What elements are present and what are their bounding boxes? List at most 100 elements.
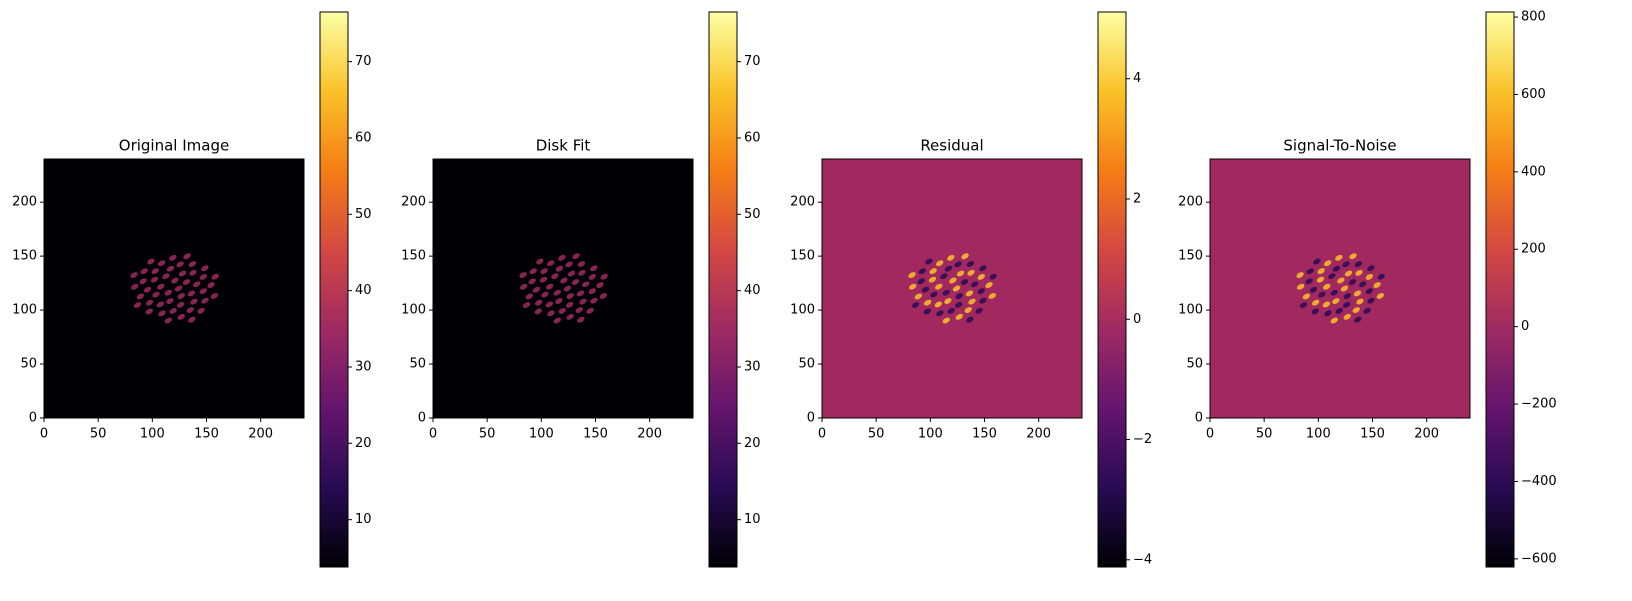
y-tick-label: 0 <box>29 411 37 426</box>
speckle <box>1309 286 1318 293</box>
colorbar-tick-label: 40 <box>744 283 761 298</box>
speckle <box>152 291 160 298</box>
speckle <box>176 301 185 308</box>
speckle <box>576 290 585 297</box>
y-tick-label: 200 <box>790 195 815 210</box>
speckle <box>536 258 544 265</box>
speckle <box>956 270 965 277</box>
speckle <box>166 298 174 304</box>
speckle <box>942 289 950 296</box>
speckle <box>157 260 166 267</box>
colorbar-tick-label: 70 <box>744 54 761 69</box>
y-tick-label: 200 <box>12 195 37 210</box>
speckle <box>955 293 963 299</box>
axes-frame <box>1209 158 1471 419</box>
speckle <box>1367 297 1375 304</box>
speckle <box>935 260 944 267</box>
y-tick-label: 0 <box>1195 411 1203 426</box>
x-tick-label: 100 <box>529 427 554 442</box>
speckle <box>1373 282 1381 289</box>
speckle <box>1335 254 1343 261</box>
speckle <box>971 281 979 288</box>
speckle <box>169 254 177 261</box>
speckle <box>985 282 993 289</box>
speckle <box>555 298 563 304</box>
speckle <box>942 317 950 324</box>
speckle <box>522 302 531 308</box>
y-tick-label: 0 <box>807 411 815 426</box>
colorbar-tick-label: −600 <box>1521 551 1557 566</box>
speckle <box>911 302 920 308</box>
colorbar <box>1486 12 1514 567</box>
speckle <box>955 313 963 320</box>
colorbar-tick-label: 60 <box>355 130 372 145</box>
speckle <box>961 253 969 260</box>
speckle <box>188 316 196 323</box>
colorbar-tick-label: 20 <box>355 436 372 451</box>
x-tick-label: 100 <box>1306 427 1331 442</box>
speckle <box>1354 261 1363 268</box>
speckle <box>1367 265 1375 272</box>
y-tick-label: 200 <box>401 195 426 210</box>
colorbar-tick-label: 0 <box>1521 319 1529 334</box>
speckle <box>977 273 986 280</box>
speckle <box>918 268 926 275</box>
speckle <box>1365 288 1373 295</box>
speckle <box>1311 308 1319 315</box>
y-tick-label: 50 <box>20 357 37 372</box>
x-tick-label: 200 <box>1026 427 1051 442</box>
speckle <box>558 307 566 314</box>
speckle <box>600 273 608 280</box>
colorbar-tick-label: 50 <box>744 207 761 222</box>
speckle <box>147 258 155 265</box>
speckle <box>1337 277 1345 284</box>
speckle <box>1354 316 1362 323</box>
speckle <box>1356 298 1364 305</box>
speckle <box>930 291 938 298</box>
axes-title: Disk Fit <box>536 137 591 155</box>
speckle <box>177 293 185 299</box>
x-tick-label: 150 <box>583 427 608 442</box>
speckle <box>579 298 587 305</box>
colorbar-tick-label: 70 <box>355 54 372 69</box>
speckle <box>199 288 207 295</box>
speckle <box>210 293 219 299</box>
speckle <box>588 288 596 295</box>
x-tick-label: 200 <box>1414 427 1439 442</box>
colorbar <box>1098 12 1126 567</box>
speckle <box>582 281 590 288</box>
speckle <box>1365 273 1374 280</box>
speckle <box>590 297 598 304</box>
y-tick-label: 150 <box>401 249 426 264</box>
speckle <box>979 297 987 304</box>
speckle <box>566 293 574 299</box>
speckle <box>934 301 943 308</box>
colorbar-tick-label: −4 <box>1133 552 1152 567</box>
speckle <box>588 273 597 280</box>
speckle <box>1311 299 1320 306</box>
colorbar-tick-label: 4 <box>1133 71 1141 86</box>
y-tick-label: 50 <box>798 357 815 372</box>
speckle <box>935 283 943 290</box>
speckle <box>947 254 955 261</box>
colorbar-tick-label: 10 <box>355 512 372 527</box>
speckle <box>968 298 976 305</box>
speckle <box>140 268 148 275</box>
speckle <box>577 316 585 323</box>
speckle <box>599 293 608 299</box>
speckle <box>979 265 987 272</box>
speckle <box>947 307 955 314</box>
speckle <box>145 299 154 306</box>
speckle <box>936 310 944 317</box>
colorbar <box>709 12 737 567</box>
speckle <box>1335 307 1343 314</box>
speckle <box>211 273 219 280</box>
speckle <box>1296 272 1304 279</box>
axes-frame <box>432 158 694 419</box>
axes-title: Original Image <box>119 137 229 155</box>
speckle <box>197 307 205 314</box>
speckle <box>199 273 208 280</box>
x-tick-label: 50 <box>90 427 107 442</box>
speckle <box>1343 293 1351 299</box>
speckle <box>188 261 197 268</box>
